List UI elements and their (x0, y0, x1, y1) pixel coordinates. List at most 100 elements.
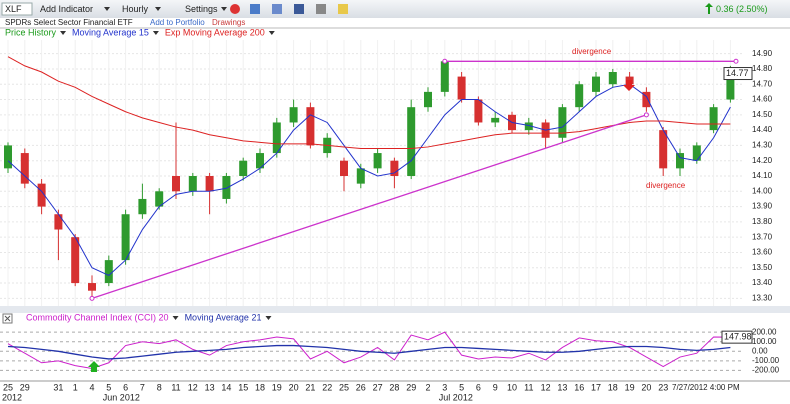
trendline-handle (442, 58, 448, 64)
x-tick-label: 10 (507, 382, 517, 392)
x-tick-label: 15 (238, 382, 248, 392)
annotation: divergence (572, 47, 612, 56)
y-tick-label: 100.00 (752, 337, 777, 346)
x-tick-label: 14 (221, 382, 231, 392)
y-tick-label: 14.90 (752, 49, 773, 58)
drawings[interactable]: Drawings (212, 18, 245, 27)
icon[interactable] (294, 4, 304, 14)
y-tick-label: 14.60 (752, 95, 773, 104)
y-tick-label: 14.10 (752, 171, 773, 180)
x-tick-label: 2 (425, 382, 430, 392)
y-tick-label: 13.80 (752, 217, 773, 226)
candle-body (306, 107, 315, 146)
last-price: 14.77 (726, 68, 749, 78)
candle-body (205, 176, 214, 192)
icon[interactable] (338, 4, 348, 14)
icon[interactable] (250, 4, 260, 14)
icon[interactable] (272, 4, 282, 14)
x-tick-label: 25 (3, 382, 13, 392)
add-to-portfolio[interactable]: Add to Portfolio (150, 18, 205, 27)
x-tick-label: 22 (322, 382, 332, 392)
x-tick-label: 6 (123, 382, 128, 392)
x-tick-label: 18 (255, 382, 265, 392)
candle-body (88, 283, 96, 291)
last-cci: 147.98 (724, 332, 752, 342)
candle-body (256, 153, 264, 169)
y-tick-label: -100.00 (752, 356, 780, 365)
candle-body (138, 198, 147, 215)
candle-body (390, 160, 399, 176)
x-tick-label: 29 (20, 382, 30, 392)
x-tick-label: 19 (272, 382, 282, 392)
symbol-box[interactable] (1, 2, 33, 16)
y-tick-label: 13.70 (752, 232, 773, 241)
add-indicator[interactable]: Add Indicator (40, 4, 93, 14)
x-tick-label: 20 (641, 382, 651, 392)
candle-body (407, 107, 416, 176)
symbol[interactable]: XLF (5, 4, 22, 14)
x-tick-label: 19 (625, 382, 635, 392)
trendline (91, 114, 647, 299)
period-label: Jun 2012 (103, 392, 140, 402)
icon[interactable] (230, 4, 240, 14)
x-tick-label: 9 (493, 382, 498, 392)
x-tick-label: 5 (106, 382, 111, 392)
settings[interactable]: Settings (185, 4, 218, 14)
candle-body (592, 76, 600, 92)
candle-body (188, 176, 197, 192)
x-tick-label: 8 (157, 382, 162, 392)
icon[interactable] (316, 4, 326, 14)
candle-body (474, 99, 483, 123)
dropdown-icon (268, 31, 275, 35)
candle-body (524, 122, 533, 131)
candle-body (709, 107, 718, 131)
x-tick-label: 20 (289, 382, 299, 392)
trendline-handle (733, 58, 739, 64)
candle-body (457, 76, 466, 100)
candle-body (356, 168, 365, 184)
candle-body (121, 214, 130, 261)
candle-body (104, 260, 113, 284)
candle-body (692, 145, 701, 161)
legend-label: Moving Average 15 (72, 27, 149, 37)
y-tick-label: -200.00 (752, 366, 780, 375)
x-tick-label: 11 (524, 382, 533, 392)
y-tick-label: 14.80 (752, 64, 773, 73)
x-tick-label: 6 (476, 382, 481, 392)
candle-body (491, 117, 500, 123)
y-tick-label: 14.30 (752, 141, 773, 150)
x-tick-label: 12 (188, 382, 198, 392)
security-name: SPDRs Select Sector Financial ETF (5, 18, 133, 27)
candle-body (575, 84, 584, 108)
up-arrow (705, 3, 713, 14)
x-tick-label: 21 (305, 382, 315, 392)
x-tick-label: 31 (53, 382, 63, 392)
period-label: 2012 (2, 392, 22, 402)
legend-label: Moving Average 21 (185, 312, 262, 322)
green-arrow (88, 361, 100, 372)
timestamp: 7/27/2012 4:00 PM (672, 383, 740, 392)
interval[interactable]: Hourly (122, 4, 149, 14)
candle-body (222, 176, 231, 199)
x-tick-label: 13 (557, 382, 567, 392)
x-tick-label: 18 (608, 382, 618, 392)
line (7, 56, 731, 149)
trendline-handle (89, 295, 95, 301)
candle-body (4, 145, 12, 169)
candle-body (440, 61, 449, 92)
x-tick-label: 26 (356, 382, 366, 392)
annotation: divergence (646, 181, 686, 190)
x-tick-label: 12 (541, 382, 551, 392)
candle-body (558, 107, 567, 138)
candle-body (424, 91, 432, 108)
candle-body (54, 214, 63, 230)
change: 0.36 (2.50%) (716, 4, 768, 14)
y-tick-label: 13.40 (752, 278, 773, 287)
candle-body (20, 153, 29, 184)
line (7, 83, 731, 277)
x-tick-label: 3 (442, 382, 447, 392)
candle-body (172, 176, 180, 192)
legend-label: Commodity Channel Index (CCI) 20 (26, 312, 169, 322)
legend-label: Price History (5, 27, 57, 37)
x-tick-label: 11 (171, 382, 180, 392)
